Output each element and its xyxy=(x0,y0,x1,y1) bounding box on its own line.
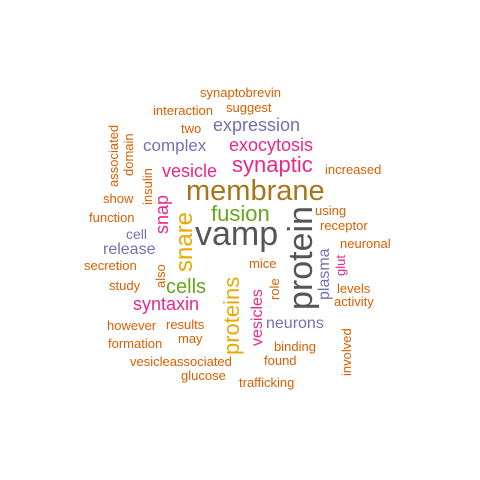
word-synaptic: synaptic xyxy=(232,152,313,177)
word-function: function xyxy=(89,210,135,225)
word-binding: binding xyxy=(274,339,316,354)
word-using: using xyxy=(315,203,347,218)
word-glucose: glucose xyxy=(181,368,226,383)
word-role: role xyxy=(267,278,282,300)
word-expression: expression xyxy=(213,115,301,135)
word-cells: cells xyxy=(166,276,207,298)
word-increased: increased xyxy=(325,162,382,177)
word-may: may xyxy=(178,331,203,346)
word-membrane: membrane xyxy=(186,175,325,207)
word-snap: snap xyxy=(152,194,172,234)
word-fusion: fusion xyxy=(211,201,270,226)
word-involved: involved xyxy=(339,328,354,376)
word-results: results xyxy=(166,317,205,332)
word-release: release xyxy=(103,241,156,258)
word-cell: cell xyxy=(126,226,148,242)
word-interaction: interaction xyxy=(153,103,213,118)
word-plasma: plasma xyxy=(316,248,333,300)
word-vamp: vamp xyxy=(195,215,279,253)
word-domain: domain xyxy=(121,133,136,176)
word-snare: snare xyxy=(171,211,198,272)
word-neurons: neurons xyxy=(266,315,324,332)
word-found: found xyxy=(264,353,297,368)
word-vesicle: vesicle xyxy=(162,161,218,181)
word-vesicles: vesicles xyxy=(249,289,266,346)
word-secretion: secretion xyxy=(84,258,137,273)
word-show: show xyxy=(103,191,134,206)
word-receptor: receptor xyxy=(320,218,368,233)
word-exocytosis: exocytosis xyxy=(229,135,314,155)
word-study: study xyxy=(109,278,141,293)
word-proteins: proteins xyxy=(219,276,244,355)
word-however: however xyxy=(107,318,157,333)
word-protein: protein xyxy=(282,206,320,310)
word-glut: glut xyxy=(333,255,348,276)
word-mice: mice xyxy=(249,256,277,271)
word-two: two xyxy=(181,121,202,136)
word-neuronal: neuronal xyxy=(340,236,391,251)
word-suggest: suggest xyxy=(226,100,272,115)
word-vesicleassociated: vesicleassociated xyxy=(130,354,232,369)
word-trafficking: trafficking xyxy=(239,375,295,390)
word-formation: formation xyxy=(108,336,163,351)
word-complex: complex xyxy=(143,136,207,155)
word-synaptobrevin: synaptobrevin xyxy=(200,85,281,100)
word-syntaxin: syntaxin xyxy=(133,294,200,314)
word-levels: levels xyxy=(337,281,371,296)
word-associated: associated xyxy=(106,124,121,187)
word-activity: activity xyxy=(334,294,374,309)
